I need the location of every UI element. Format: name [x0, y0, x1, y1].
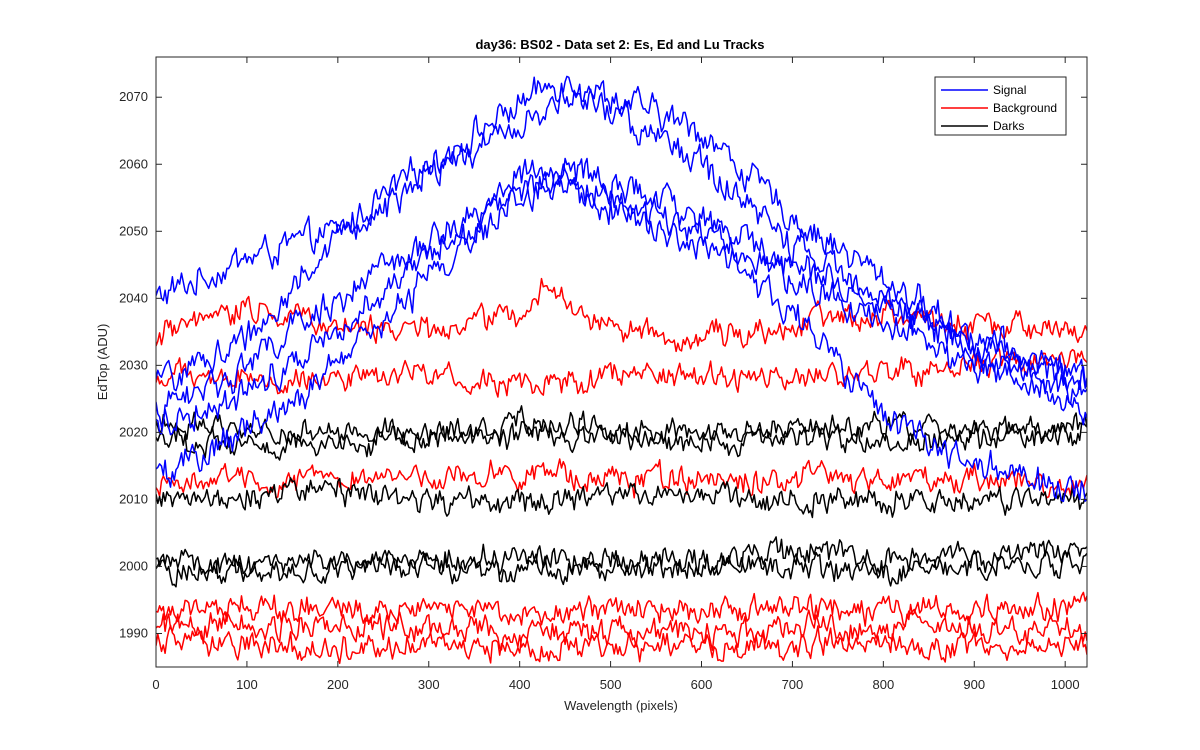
plot-frame — [155, 56, 1088, 668]
x-tick-label: 600 — [691, 677, 713, 692]
x-axis-label: Wavelength (pixels) — [564, 698, 678, 713]
x-tick-label: 500 — [600, 677, 622, 692]
legend-label-background: Background — [993, 101, 1057, 115]
series-line-signal — [156, 75, 1087, 389]
y-tick-label: 2010 — [119, 491, 148, 506]
y-tick-label: 1990 — [119, 625, 148, 640]
x-tick-label: 700 — [782, 677, 804, 692]
chart-title: day36: BS02 - Data set 2: Es, Ed and Lu … — [475, 37, 764, 52]
x-tick-label: 200 — [327, 677, 349, 692]
series-line-darks — [156, 477, 1087, 519]
y-tick-label: 2070 — [119, 89, 148, 104]
y-tick-label: 2000 — [119, 558, 148, 573]
x-tick-label: 100 — [236, 677, 258, 692]
y-tick-label: 2060 — [119, 156, 148, 171]
y-axis-label: EdTop (ADU) — [95, 324, 110, 401]
legend-label-signal: Signal — [993, 83, 1026, 97]
x-tick-label: 1000 — [1051, 677, 1080, 692]
x-tick-label: 800 — [872, 677, 894, 692]
y-tick-label: 2040 — [119, 290, 148, 305]
y-tick-label: 2030 — [119, 357, 148, 372]
series-line-background — [156, 591, 1087, 628]
series-line-background — [156, 608, 1087, 651]
y-tick-label: 2050 — [119, 223, 148, 238]
series-line-darks — [156, 420, 1087, 461]
series-line-signal — [156, 174, 1087, 503]
x-tick-label: 0 — [152, 677, 159, 692]
series-line-background — [156, 458, 1087, 499]
x-tick-label: 300 — [418, 677, 440, 692]
series-line-darks — [156, 546, 1087, 588]
legend-label-darks: Darks — [993, 119, 1024, 133]
y-tick-label: 2020 — [119, 424, 148, 439]
legend: Signal Background Darks — [934, 76, 1067, 136]
series-line-signal — [156, 163, 1087, 436]
series-line-background — [156, 344, 1087, 398]
series-line-signal — [156, 157, 1087, 428]
series-line-signal — [156, 82, 1087, 406]
series-line-background — [156, 624, 1087, 665]
x-tick-label: 400 — [509, 677, 531, 692]
x-tick-label: 900 — [963, 677, 985, 692]
series-layer — [156, 75, 1087, 665]
